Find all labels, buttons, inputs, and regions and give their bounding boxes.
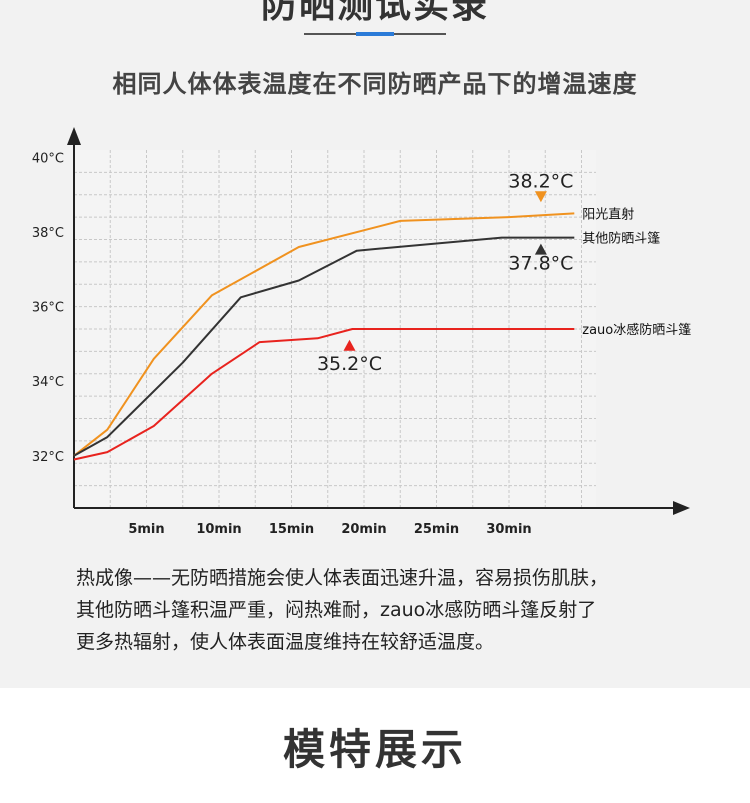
annotation-marker-2	[343, 339, 356, 351]
x-tick-label: 25min	[414, 522, 459, 537]
y-tick-label: 32°C	[32, 450, 64, 465]
caption-line-3: 更多热辐射，使人体表面温度维持在较舒适温度。	[76, 631, 495, 653]
series-label-1: 其他防晒斗篷	[582, 231, 660, 247]
y-tick-label: 34°C	[32, 375, 64, 390]
annotation-label-2: 35.2°C	[317, 353, 382, 375]
series-label-2: zauo冰感防晒斗篷	[582, 322, 691, 338]
series-line-1	[73, 236, 575, 457]
section-heading-bottom: 模特展示	[282, 725, 467, 774]
y-axis-arrow	[67, 127, 81, 145]
heading-underline	[304, 32, 446, 36]
temperature-chart: 32°C 34°C 36°C 38°C 40°C 5min 10min 15min 20min 2…	[32, 127, 691, 537]
x-tick-label: 30min	[486, 522, 531, 537]
test-section: 防晒测试实录 相同人体体表温度在不同防晒产品下的增温速度 32°C 34°C 36°…	[31, 0, 716, 658]
series-label-0: 阳光直射	[582, 206, 634, 222]
annotation-marker-0	[534, 191, 547, 203]
annotation-marker-1	[534, 243, 547, 255]
x-tick-label: 20min	[341, 522, 386, 537]
model-section: 模特展示	[0, 688, 750, 803]
chart-title: 相同人体体表温度在不同防晒产品下的增温速度	[112, 70, 638, 98]
x-tick-label: 15min	[269, 522, 314, 537]
x-axis-arrow	[673, 501, 690, 515]
heading-underline-accent	[356, 32, 394, 36]
caption-line-2: 其他防晒斗篷积温严重，闷热难耐，zauo冰感防晒斗篷反射了	[76, 599, 597, 621]
annotation-label-1: 37.8°C	[508, 253, 573, 275]
series-line-0	[73, 212, 575, 457]
x-tick-label: 10min	[196, 522, 241, 537]
y-tick-label: 36°C	[32, 301, 64, 316]
x-tick-label: 5min	[128, 522, 164, 537]
annotation-label-0: 38.2°C	[508, 170, 573, 192]
series-line-2	[73, 328, 575, 461]
section-heading-top: 防晒测试实录	[260, 0, 489, 26]
caption-line-1: 热成像——无防晒措施会使人体表面迅速升温，容易损伤肌肤，	[76, 567, 609, 589]
y-tick-label: 38°C	[32, 226, 64, 241]
caption: 热成像——无防晒措施会使人体表面迅速升温，容易损伤肌肤， 其他防晒斗篷积温严重，…	[76, 562, 716, 658]
y-tick-label: 40°C	[32, 151, 64, 166]
